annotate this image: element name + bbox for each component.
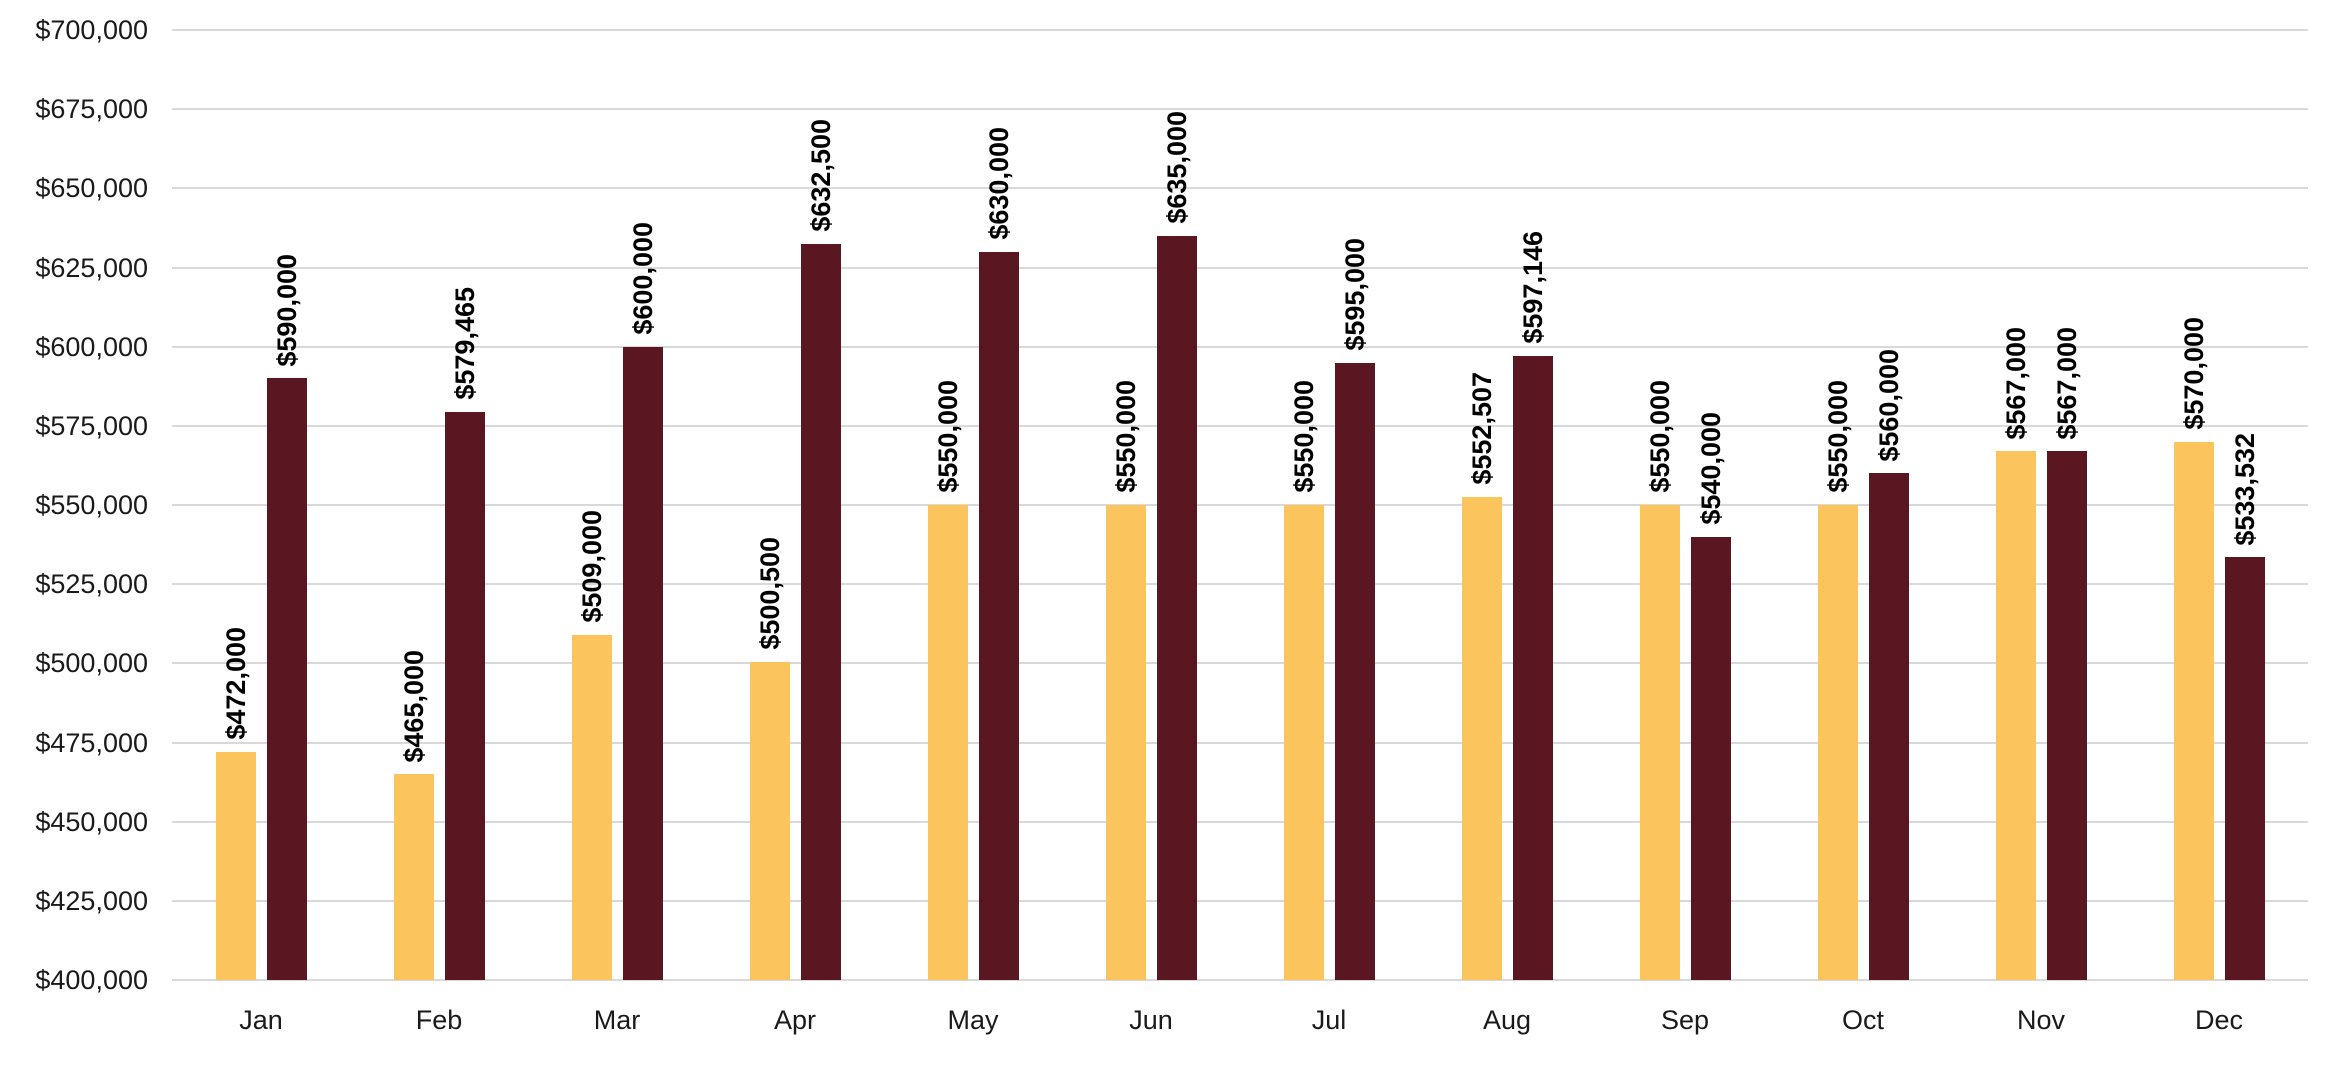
bar-value-label-series-2-jan: $590,000 (271, 253, 302, 367)
bar-series-2-may (978, 251, 1019, 980)
bar-series-2-apr (800, 243, 841, 980)
bar-series-1-nov (1995, 451, 2036, 980)
bar-series-1-mar (571, 634, 612, 980)
bar-value-label-series-1-apr: $500,500 (754, 537, 785, 650)
gridline (172, 662, 2308, 665)
y-axis-tick-label: $550,000 (35, 490, 148, 520)
bar-series-1-dec (2173, 441, 2214, 980)
y-axis-tick-label: $575,000 (35, 410, 148, 441)
bar-series-2-aug (1512, 355, 1553, 980)
bar-value-label-series-1-jul: $550,000 (1288, 380, 1319, 493)
bar-value-label-series-2-jul: $595,000 (1339, 237, 1370, 351)
bar-value-label-series-1-aug: $552,507 (1466, 372, 1497, 486)
y-axis-tick-label: $675,000 (35, 94, 148, 125)
y-axis-tick-label: $650,000 (35, 173, 148, 204)
bar-series-2-dec (2224, 557, 2265, 980)
gridline (172, 820, 2308, 823)
y-axis-tick-label: $400,000 (35, 965, 148, 995)
x-axis-label-sep: Sep (1660, 1005, 1710, 1035)
bar-series-1-aug (1461, 497, 1502, 980)
gridline (172, 979, 2308, 981)
bar-value-label-series-1-jan: $472,000 (220, 627, 251, 740)
bar-series-1-sep (1639, 505, 1680, 980)
bar-value-label-series-1-mar: $509,000 (576, 510, 607, 623)
x-axis-label-may: May (947, 1005, 999, 1035)
bar-value-label-series-2-nov: $567,000 (2051, 326, 2082, 440)
x-axis-label-apr: Apr (773, 1005, 817, 1035)
gridline (172, 424, 2308, 427)
bar-value-label-series-1-sep: $550,000 (1644, 380, 1675, 493)
gridline (172, 108, 2308, 111)
y-axis-tick-label: $475,000 (35, 727, 148, 758)
gridline (172, 345, 2308, 348)
gridline (172, 266, 2308, 269)
bar-value-label-series-1-jun: $550,000 (1110, 380, 1141, 493)
y-axis-tick-label: $600,000 (35, 331, 148, 362)
x-axis-label-dec: Dec (2194, 1005, 2243, 1035)
gridline (172, 741, 2308, 744)
bar-value-label-series-2-oct: $560,000 (1873, 348, 1904, 462)
bar-series-2-mar (622, 346, 663, 980)
gridline (172, 504, 2308, 506)
x-axis-label-aug: Aug (1482, 1005, 1532, 1035)
bar-value-label-series-2-apr: $632,500 (805, 119, 836, 232)
y-axis-tick-label: $500,000 (35, 648, 148, 679)
bar-series-2-nov (2046, 451, 2087, 980)
gridline (172, 187, 2308, 190)
y-axis-tick-label: $425,000 (35, 885, 148, 916)
bar-value-label-series-2-feb: $579,465 (449, 287, 480, 400)
x-axis-label-oct: Oct (1841, 1005, 1884, 1035)
x-axis-label-jan: Jan (239, 1005, 283, 1035)
bar-series-1-feb (393, 774, 434, 980)
bar-series-1-apr (749, 661, 790, 980)
bar-series-2-feb (444, 411, 485, 980)
bar-value-label-series-2-mar: $600,000 (627, 222, 658, 335)
bar-value-label-series-2-jun: $635,000 (1161, 111, 1192, 224)
y-axis-tick-label: $625,000 (35, 252, 148, 283)
y-axis-tick-label: $525,000 (35, 569, 148, 600)
bar-series-1-jan (215, 752, 256, 980)
bar-series-1-jun (1105, 505, 1146, 980)
bar-series-2-jul (1334, 362, 1375, 980)
gridline (172, 29, 2308, 31)
bar-value-label-series-1-may: $550,000 (932, 380, 963, 493)
bar-series-1-jul (1283, 505, 1324, 980)
bar-series-2-jan (266, 378, 307, 980)
bar-value-label-series-1-nov: $567,000 (2000, 326, 2031, 440)
bar-value-label-series-2-sep: $540,000 (1695, 412, 1726, 525)
gridline (172, 899, 2308, 902)
bar-series-2-sep (1690, 536, 1731, 980)
bar-value-label-series-2-may: $630,000 (983, 127, 1014, 240)
bar-series-2-jun (1156, 235, 1197, 980)
bar-value-label-series-2-aug: $597,146 (1517, 231, 1548, 344)
bar-value-label-series-1-feb: $465,000 (398, 649, 429, 763)
gridline (172, 583, 2308, 586)
bar-value-label-series-1-dec: $570,000 (2178, 317, 2209, 430)
bar-series-1-may (927, 505, 968, 980)
y-axis-tick-label: $450,000 (35, 806, 148, 837)
x-axis-label-nov: Nov (2016, 1005, 2065, 1035)
x-axis-label-feb: Feb (415, 1005, 463, 1035)
x-axis-label-mar: Mar (593, 1005, 641, 1035)
bar-value-label-series-1-oct: $550,000 (1822, 380, 1853, 493)
x-axis-label-jul: Jul (1311, 1005, 1347, 1035)
bar-value-label-series-2-dec: $533,532 (2229, 432, 2260, 546)
bar-series-1-oct (1817, 505, 1858, 980)
x-axis-label-jun: Jun (1129, 1005, 1173, 1035)
y-axis-tick-label: $700,000 (35, 15, 148, 45)
bar-series-2-oct (1868, 473, 1909, 980)
